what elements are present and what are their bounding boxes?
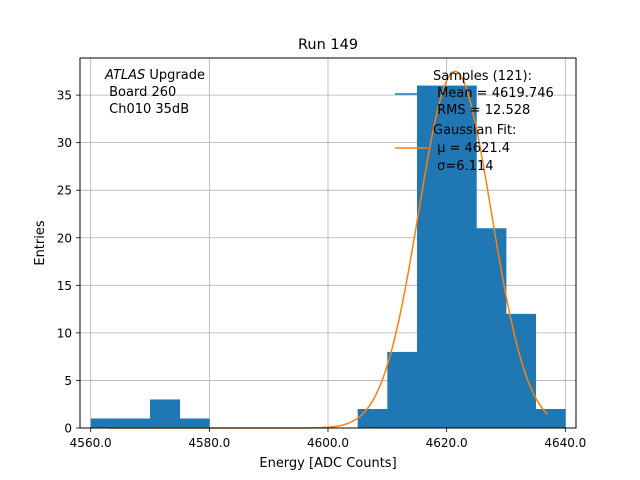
x-tick-label: 4600.0 xyxy=(307,436,349,450)
histogram-bar xyxy=(90,418,121,428)
x-tick-label: 4620.0 xyxy=(426,436,468,450)
histogram-bar xyxy=(387,351,418,428)
y-axis-label: Entries xyxy=(33,220,48,266)
histogram-bar xyxy=(179,418,210,428)
histogram-bar xyxy=(535,408,566,428)
histogram-bar xyxy=(505,313,537,428)
y-tick-label: 10 xyxy=(57,326,72,340)
samples-mean: Mean = 4619.746 xyxy=(433,86,554,101)
x-axis-label: Energy [ADC Counts] xyxy=(259,456,396,471)
fit-sigma: σ=6.114 xyxy=(433,159,493,174)
chart-title: Run 149 xyxy=(298,37,358,53)
y-tick-label: 35 xyxy=(57,89,72,103)
axes-layer: 4560.0 4580.0 4600.0 4620.0 4640.0 0 5 10 15 20 25… xyxy=(57,89,587,450)
histogram-bar xyxy=(120,418,151,428)
x-tick-label: 4560.0 xyxy=(70,436,112,450)
atlas-label: ATLAS xyxy=(104,68,145,83)
x-tick-label: 4580.0 xyxy=(188,436,230,450)
histogram-bar xyxy=(357,408,388,428)
histogram-bar xyxy=(476,228,507,428)
bars-layer xyxy=(90,85,566,428)
channel-label: Ch010 35dB xyxy=(105,102,189,117)
samples-header: Samples (121): xyxy=(433,69,532,84)
y-tick-label: 20 xyxy=(57,231,72,245)
samples-rms: RMS = 12.528 xyxy=(433,103,530,118)
x-tick-label: 4640.0 xyxy=(544,436,586,450)
fit-mu: μ = 4621.4 xyxy=(433,141,510,156)
y-tick-label: 30 xyxy=(57,136,72,150)
histogram-bar xyxy=(446,85,477,428)
y-tick-label: 5 xyxy=(64,374,72,388)
experiment-label: ATLAS Upgrade xyxy=(104,68,205,83)
board-label: Board 260 xyxy=(105,85,176,100)
fit-header: Gaussian Fit: xyxy=(433,123,516,138)
y-tick-label: 0 xyxy=(64,422,72,436)
y-tick-label: 25 xyxy=(57,184,72,198)
upgrade-label: Upgrade xyxy=(145,68,205,83)
histogram-bar xyxy=(416,85,448,428)
histogram-bar xyxy=(150,399,181,428)
y-tick-label: 15 xyxy=(57,279,72,293)
